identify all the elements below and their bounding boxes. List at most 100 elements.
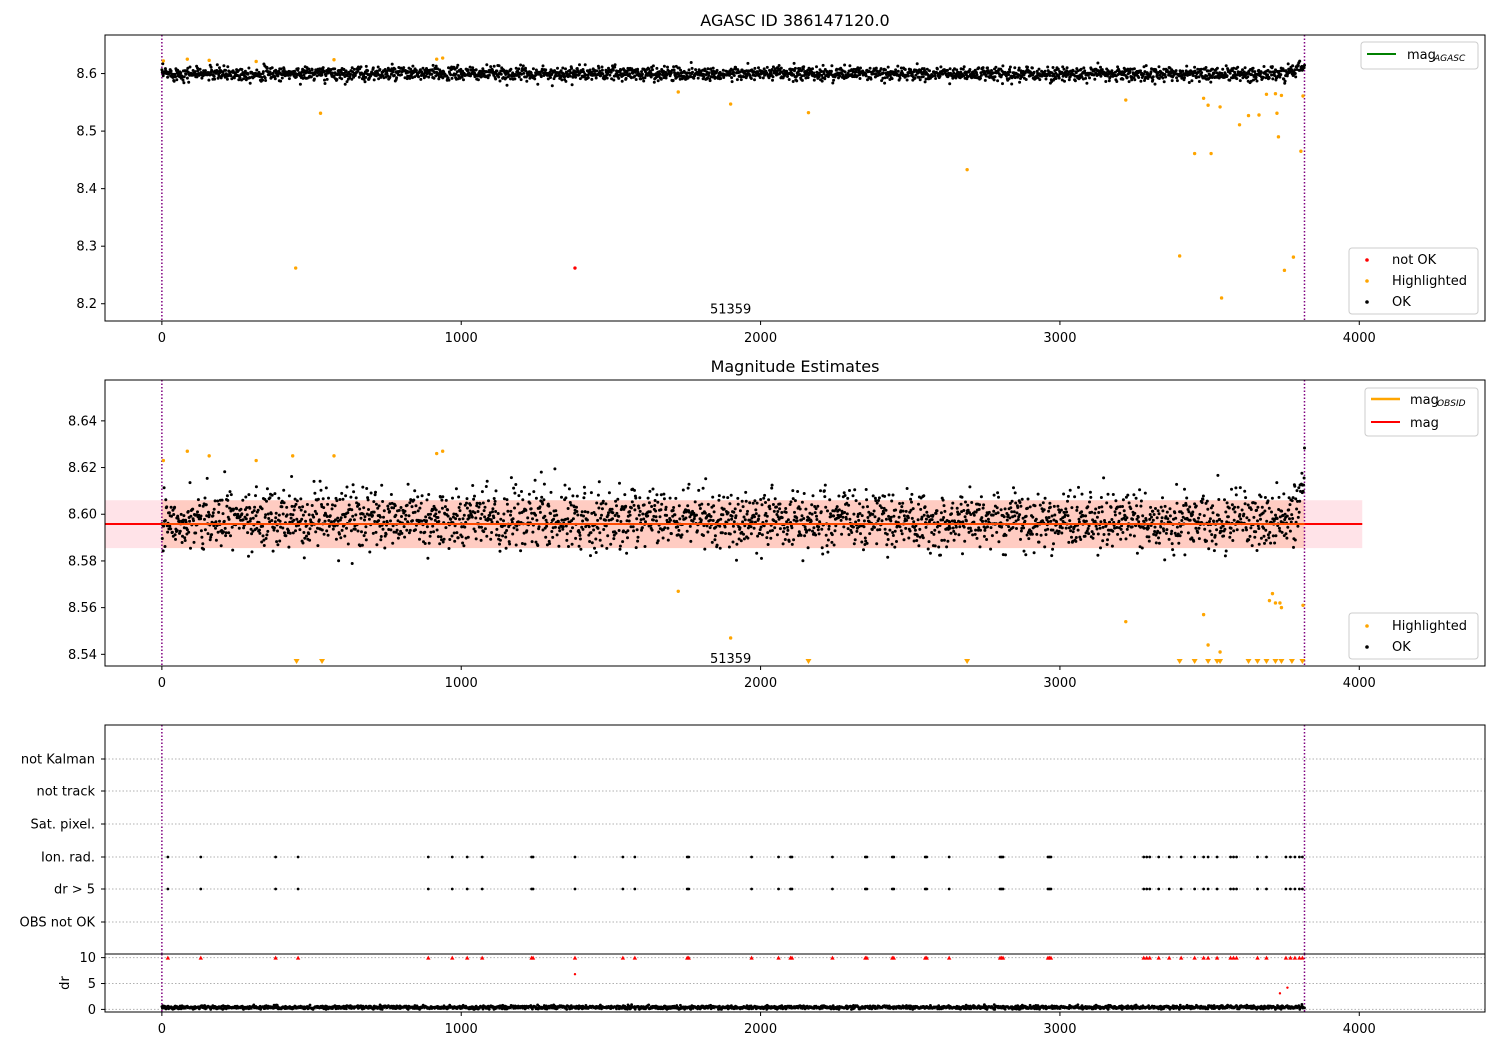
highlighted-point bbox=[1192, 151, 1197, 156]
ok-point bbox=[733, 507, 737, 511]
ok-point bbox=[652, 80, 656, 84]
ok-point bbox=[381, 500, 385, 503]
ok-point bbox=[756, 534, 760, 538]
legend-label-highlighted: Highlighted bbox=[1392, 274, 1467, 289]
ok-point bbox=[378, 68, 382, 71]
ok-point bbox=[896, 64, 900, 68]
ok-point bbox=[767, 498, 771, 502]
ok-point bbox=[627, 519, 631, 523]
ok-point bbox=[1246, 75, 1250, 79]
ok-point bbox=[657, 530, 661, 534]
ok-point bbox=[858, 73, 862, 77]
ok-point bbox=[952, 538, 956, 542]
ok-point bbox=[1110, 518, 1114, 521]
ok-point bbox=[183, 536, 187, 540]
ok-point bbox=[754, 512, 758, 516]
ok-point bbox=[1151, 78, 1155, 82]
ok-point bbox=[730, 517, 734, 521]
ok-point bbox=[832, 514, 836, 518]
ok-point bbox=[280, 76, 284, 80]
ok-point bbox=[301, 513, 305, 517]
ok-point bbox=[689, 61, 693, 64]
ok-point bbox=[633, 74, 637, 78]
ok-point bbox=[211, 514, 215, 518]
ok-point bbox=[544, 535, 548, 539]
ok-point bbox=[566, 517, 570, 521]
ok-point bbox=[407, 514, 411, 518]
ok-point bbox=[1133, 511, 1137, 515]
ok-point bbox=[676, 525, 680, 529]
highlighted-point bbox=[1279, 93, 1284, 98]
ok-point bbox=[240, 68, 244, 71]
ok-point bbox=[570, 66, 574, 70]
ok-point bbox=[193, 70, 197, 74]
ok-point bbox=[934, 511, 938, 515]
ok-point bbox=[331, 71, 334, 75]
ok-point bbox=[362, 77, 366, 81]
ok-point bbox=[690, 66, 694, 70]
ok-point bbox=[785, 532, 789, 536]
ok-point bbox=[427, 541, 431, 545]
ok-point bbox=[1131, 517, 1135, 521]
ok-point bbox=[494, 533, 498, 537]
ok-point bbox=[883, 81, 887, 85]
ok-point bbox=[409, 67, 413, 71]
ok-point bbox=[586, 76, 590, 80]
ok-point bbox=[203, 517, 206, 521]
ok-point bbox=[225, 504, 229, 508]
ok-point bbox=[759, 525, 763, 529]
ok-point bbox=[1122, 509, 1126, 513]
ok-point bbox=[1061, 74, 1065, 78]
ok-point bbox=[706, 530, 710, 534]
ok-point bbox=[924, 517, 928, 521]
ok-point bbox=[1041, 501, 1045, 505]
ok-point bbox=[1119, 527, 1123, 531]
ok-point bbox=[456, 63, 460, 67]
ok-point bbox=[730, 80, 734, 84]
ok-point bbox=[338, 532, 341, 536]
ok-point bbox=[363, 531, 367, 535]
ok-point bbox=[925, 67, 929, 71]
ok-point bbox=[521, 64, 525, 68]
ok-point bbox=[508, 542, 512, 546]
ok-point bbox=[335, 78, 339, 81]
ok-point bbox=[344, 69, 348, 73]
ok-point bbox=[328, 514, 332, 518]
ok-point bbox=[192, 540, 196, 544]
ok-point bbox=[722, 76, 726, 79]
ok-point bbox=[209, 65, 213, 69]
ok-point bbox=[1077, 520, 1081, 524]
ok-point bbox=[278, 539, 282, 543]
ok-point bbox=[966, 75, 970, 78]
ok-point bbox=[550, 84, 554, 88]
ok-point bbox=[655, 66, 659, 70]
ok-point bbox=[651, 487, 655, 491]
ok-point bbox=[961, 67, 965, 71]
ok-point bbox=[466, 68, 470, 72]
ok-point bbox=[160, 68, 164, 72]
ok-point bbox=[1012, 486, 1015, 490]
ok-point bbox=[517, 67, 521, 71]
ok-point bbox=[815, 65, 818, 69]
ok-point bbox=[895, 540, 898, 543]
ok-point bbox=[650, 505, 654, 508]
ok-point bbox=[758, 532, 762, 535]
ok-point bbox=[509, 77, 512, 81]
highlighted-point bbox=[318, 111, 323, 115]
ok-point bbox=[594, 551, 598, 554]
ok-point bbox=[494, 510, 498, 513]
ok-point bbox=[408, 501, 412, 505]
ok-point bbox=[221, 530, 225, 534]
ok-point bbox=[482, 530, 486, 534]
ok-point bbox=[924, 525, 928, 529]
ok-point bbox=[247, 66, 251, 70]
ok-point bbox=[273, 492, 277, 496]
ok-point bbox=[779, 66, 783, 70]
ok-point bbox=[883, 76, 887, 80]
ok-point bbox=[871, 494, 875, 498]
ok-point bbox=[561, 527, 565, 531]
ok-point bbox=[418, 537, 421, 541]
ok-point bbox=[739, 539, 743, 543]
ok-point bbox=[771, 75, 775, 79]
ok-point bbox=[172, 79, 176, 83]
